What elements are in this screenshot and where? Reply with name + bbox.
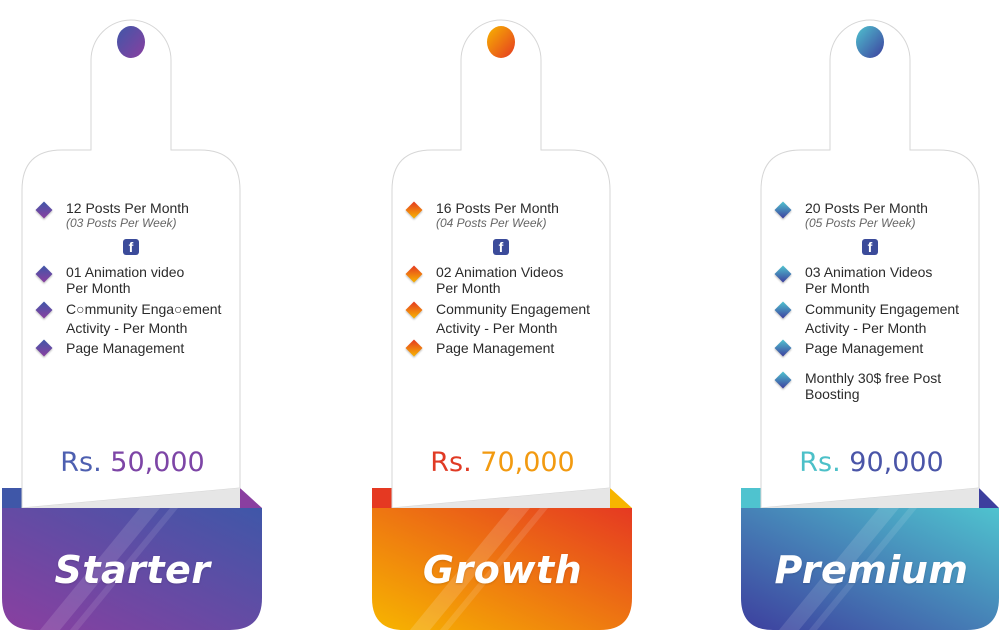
plan-name: Growth: [422, 548, 583, 592]
feature-list: 16 Posts Per Month (04 Posts Per Week): [405, 200, 621, 237]
feature-text: C○mmunity Enga○ement Activity - Per Mont…: [66, 301, 222, 336]
diamond-bullet-icon: [35, 301, 53, 319]
plan-card-growth: 16 Posts Per Month (04 Posts Per Week) f…: [370, 0, 635, 641]
price-amount: 50,000: [110, 447, 205, 478]
feature-list-continued: 02 Animation Videos Per Month Community …: [405, 264, 621, 357]
plan-name: Premium: [774, 548, 969, 592]
feature-text: 01 Animation video Per Month: [66, 264, 185, 296]
diamond-bullet-icon: [405, 339, 423, 357]
diamond-bullet-icon: [774, 201, 792, 219]
diamond-bullet-icon: [774, 301, 792, 319]
feature-text: 12 Posts Per Month: [66, 200, 189, 216]
plan-name: Starter: [54, 548, 211, 592]
diamond-bullet-icon: [774, 371, 792, 389]
price-amount: 90,000: [849, 447, 944, 478]
feature-list: 20 Posts Per Month (05 Posts Per Week): [774, 200, 990, 237]
feature-item: 16 Posts Per Month (04 Posts Per Week): [405, 200, 621, 231]
feature-subtext: (04 Posts Per Week): [436, 216, 547, 230]
feature-item: 20 Posts Per Month (05 Posts Per Week): [774, 200, 990, 231]
diamond-bullet-icon: [405, 201, 423, 219]
price: Rs. 50,000: [0, 446, 265, 480]
feature-item: Community Engagement Activity - Per Mont…: [774, 300, 990, 340]
feature-item: Monthly 30$ free Post Boosting: [774, 370, 990, 402]
facebook-icon: f: [862, 239, 878, 255]
price: Rs. 70,000: [370, 446, 635, 480]
feature-text: Page Management: [805, 340, 924, 356]
price-currency: Rs.: [60, 447, 102, 478]
feature-item: C○mmunity Enga○ement Activity - Per Mont…: [35, 300, 251, 340]
feature-item: 01 Animation video Per Month: [35, 264, 251, 300]
feature-item: 02 Animation Videos Per Month: [405, 264, 621, 300]
diamond-bullet-icon: [35, 339, 53, 357]
price-currency: Rs.: [799, 447, 841, 478]
feature-text: Page Management: [436, 340, 555, 356]
feature-text: Monthly 30$ free Post Boosting: [805, 370, 942, 402]
feature-text: 20 Posts Per Month: [805, 200, 928, 216]
diamond-bullet-icon: [774, 265, 792, 283]
feature-item: Community Engagement Activity - Per Mont…: [405, 300, 621, 340]
price-amount: 70,000: [480, 447, 575, 478]
diamond-bullet-icon: [35, 201, 53, 219]
diamond-bullet-icon: [35, 265, 53, 283]
feature-text: Community Engagement Activity - Per Mont…: [805, 301, 960, 336]
feature-item: 03 Animation Videos Per Month: [774, 264, 990, 300]
feature-text: 16 Posts Per Month: [436, 200, 559, 216]
feature-item: 12 Posts Per Month (03 Posts Per Week): [35, 200, 251, 231]
card-shape: [372, 19, 632, 630]
price: Rs. 90,000: [739, 446, 1000, 480]
feature-item: Page Management: [405, 339, 621, 357]
feature-list-continued: 03 Animation Videos Per Month Community …: [774, 264, 990, 402]
feature-text: Community Engagement Activity - Per Mont…: [436, 301, 591, 336]
diamond-bullet-icon: [774, 339, 792, 357]
diamond-bullet-icon: [405, 301, 423, 319]
price-currency: Rs.: [430, 447, 472, 478]
feature-text: 03 Animation Videos Per Month: [805, 264, 933, 296]
feature-text: 02 Animation Videos Per Month: [436, 264, 564, 296]
plan-card-premium: 20 Posts Per Month (05 Posts Per Week) f…: [739, 0, 1000, 641]
feature-subtext: (03 Posts Per Week): [66, 216, 177, 230]
feature-list-continued: 01 Animation video Per Month C○mmunity E…: [35, 264, 251, 357]
card-shape: [2, 19, 262, 630]
feature-item: Page Management: [35, 339, 251, 357]
card-shape: [741, 19, 999, 630]
diamond-bullet-icon: [405, 265, 423, 283]
facebook-icon: f: [493, 239, 509, 255]
feature-subtext: (05 Posts Per Week): [805, 216, 916, 230]
facebook-icon: f: [123, 239, 139, 255]
feature-list: 12 Posts Per Month (03 Posts Per Week): [35, 200, 251, 237]
feature-text: Page Management: [66, 340, 185, 356]
plan-card-starter: 12 Posts Per Month (03 Posts Per Week) f…: [0, 0, 265, 641]
feature-item: Page Management: [774, 339, 990, 370]
